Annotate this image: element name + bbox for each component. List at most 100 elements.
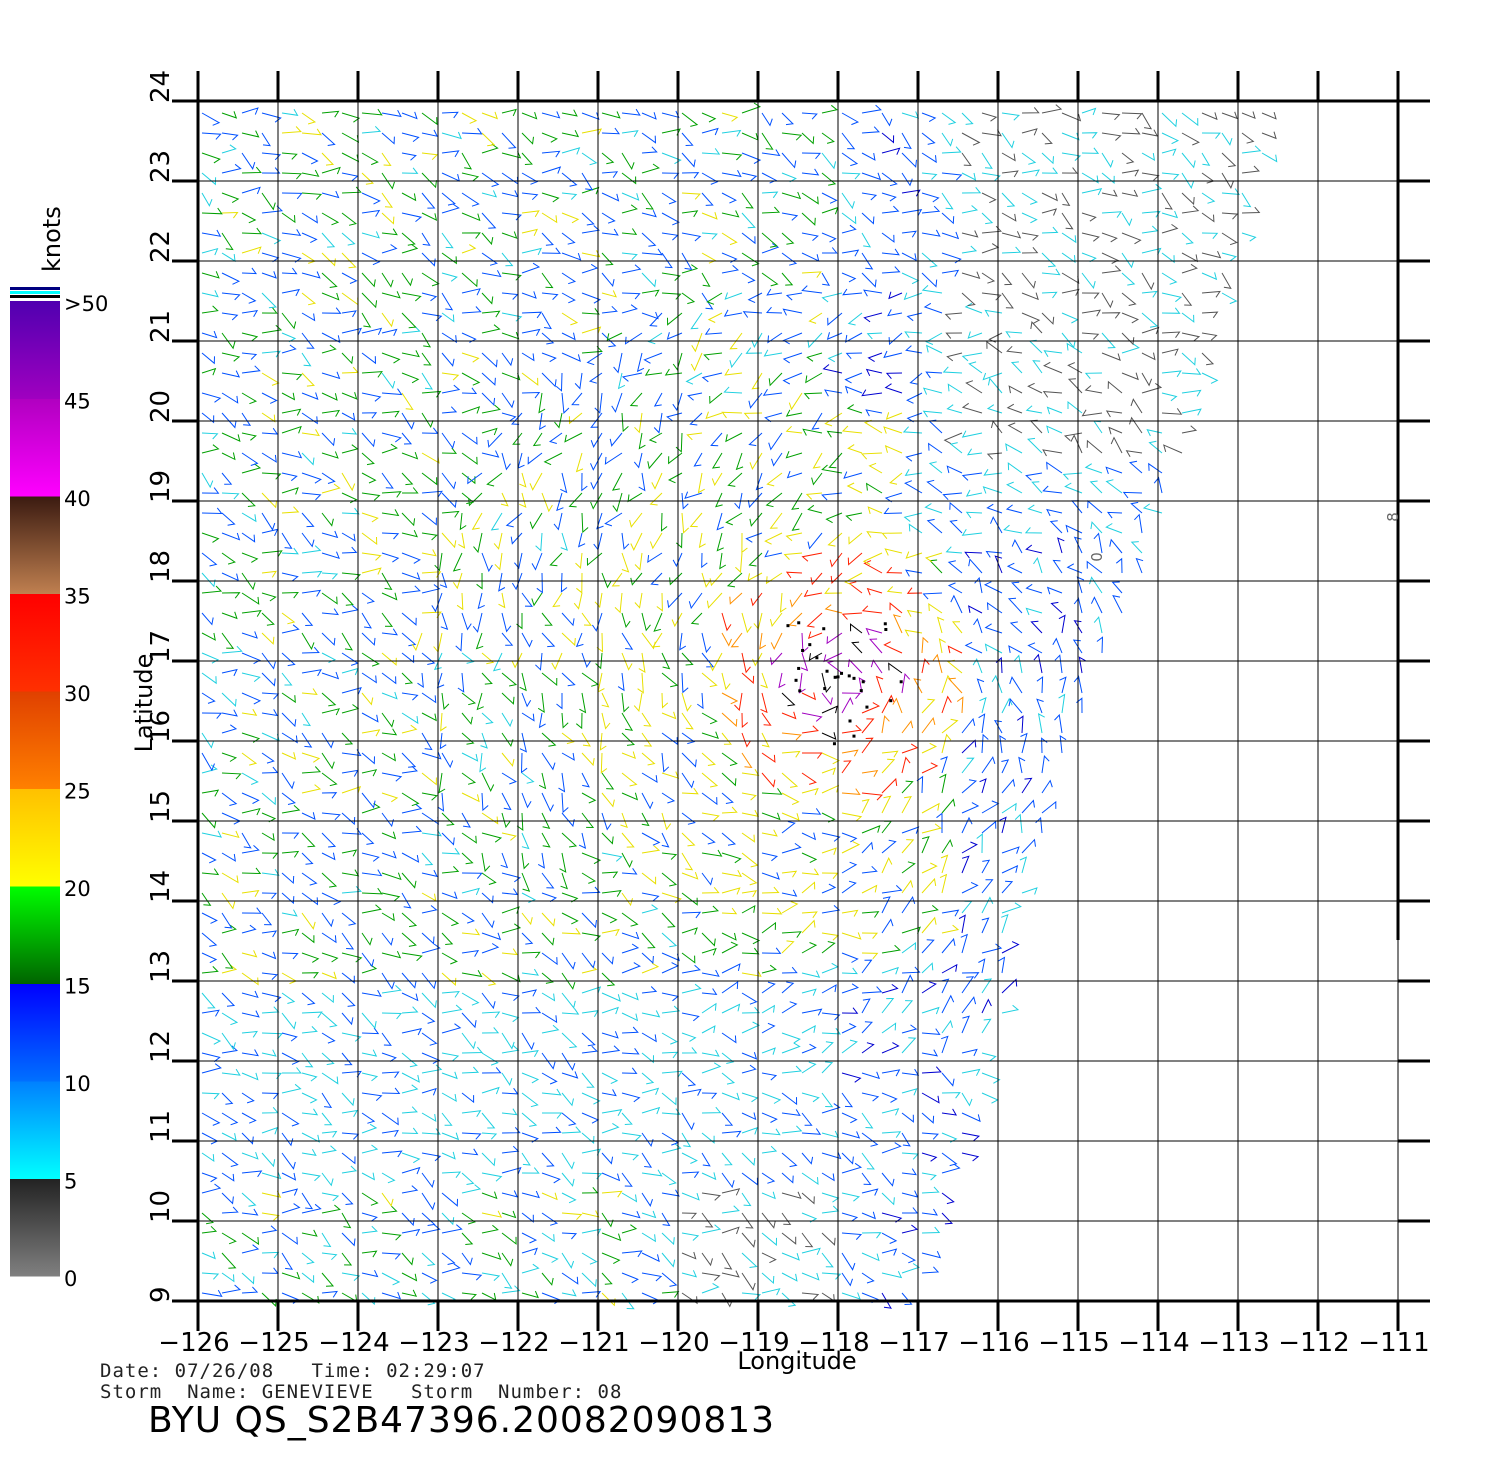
wind-vector — [764, 532, 783, 545]
wind-vector — [998, 956, 1006, 974]
wind-vector — [901, 796, 912, 814]
wind-vector — [581, 1032, 596, 1047]
wind-vector — [612, 492, 623, 513]
wind-vector — [501, 888, 519, 896]
wind-vector — [321, 1232, 332, 1248]
colorbar-label: 15 — [64, 975, 91, 999]
wind-vector — [938, 638, 946, 654]
wind-vector — [221, 709, 238, 717]
wind-vector — [521, 352, 535, 362]
wind-vector — [1058, 614, 1066, 634]
wind-vector — [710, 432, 723, 447]
wind-vector — [201, 552, 218, 567]
wind-vector — [781, 212, 799, 221]
wind-vector — [498, 572, 506, 592]
wind-vector — [761, 1047, 776, 1055]
wind-vector — [581, 772, 590, 788]
wind-vector — [521, 1190, 540, 1199]
wind-vector — [941, 1072, 955, 1087]
wind-vector — [281, 772, 295, 790]
wind-vector — [241, 492, 256, 507]
wind-vector — [221, 611, 238, 620]
wind-vector — [321, 483, 341, 494]
wind-vector — [241, 212, 257, 224]
wind-vector — [601, 272, 615, 288]
wind-vector — [841, 272, 857, 283]
wind-vector — [681, 1012, 700, 1022]
wind-vector — [847, 312, 863, 326]
wind-vector — [241, 1151, 259, 1160]
wind-vector — [885, 412, 903, 420]
wind-vector — [481, 324, 501, 334]
wind-vector — [1101, 252, 1120, 264]
wind-vector — [461, 306, 482, 314]
wind-vector — [981, 998, 992, 1014]
wind-vector — [785, 425, 803, 434]
wind-vector — [964, 641, 983, 654]
wind-vector — [1001, 272, 1013, 286]
wind-vector — [561, 952, 576, 970]
storm-name-line: Storm Name: GENEVIEVE Storm Number: 08 — [100, 1381, 623, 1403]
wind-vector — [841, 749, 859, 757]
x-axis-title: Longitude — [737, 1347, 856, 1375]
wind-vector — [766, 288, 783, 296]
wind-vector — [1009, 676, 1023, 694]
wind-vector — [921, 1186, 940, 1194]
wind-vector — [501, 412, 517, 422]
wind-vector — [961, 292, 976, 307]
wind-vector — [1121, 372, 1139, 381]
wind-vector — [865, 627, 883, 636]
wind-vector — [661, 852, 678, 860]
wind-vector — [788, 612, 803, 627]
wind-vector — [661, 832, 670, 848]
wind-vector — [881, 885, 903, 894]
wind-vector — [681, 1251, 697, 1260]
wind-vector — [361, 1123, 378, 1134]
wind-vector — [461, 949, 480, 957]
wind-vector — [697, 472, 705, 494]
wind-vector — [1221, 188, 1240, 195]
wind-vector — [341, 592, 354, 606]
wind-vector — [261, 672, 276, 687]
wind-vector — [281, 692, 296, 704]
wind-vector — [861, 841, 874, 854]
wind-vector — [901, 780, 914, 794]
wind-vector — [321, 1172, 334, 1187]
wind-vector — [941, 192, 954, 210]
wind-vector — [401, 765, 418, 774]
wind-vector — [281, 672, 293, 686]
wind-vector — [821, 1272, 842, 1280]
wind-vector — [716, 532, 724, 552]
wind-vector — [821, 1041, 834, 1054]
wind-vector — [1027, 382, 1043, 394]
wind-vector — [541, 1252, 559, 1263]
wind-vector — [768, 372, 783, 387]
wind-vector — [1141, 290, 1158, 298]
wind-vector — [561, 832, 578, 848]
wind-vector — [866, 587, 883, 596]
wind-vector — [531, 592, 543, 607]
wind-vector — [461, 232, 481, 239]
wind-vector — [281, 872, 295, 885]
wind-vector — [321, 252, 336, 267]
wind-vector — [761, 232, 779, 248]
wind-vector — [301, 766, 322, 774]
wind-vector — [281, 612, 296, 625]
wind-vector — [1032, 360, 1043, 374]
wind-vector — [761, 886, 780, 894]
wind-vector — [241, 166, 262, 174]
wind-vector — [1084, 463, 1103, 474]
wind-vector — [560, 572, 568, 593]
wind-vector — [594, 392, 603, 414]
wind-vector — [667, 592, 683, 609]
wind-vector — [1036, 698, 1044, 714]
wind-vector — [321, 166, 341, 175]
wind-vector — [461, 992, 480, 1006]
wind-vector — [501, 612, 512, 633]
wind-vector — [1041, 291, 1058, 299]
wind-vector — [521, 989, 538, 997]
wind-vector — [361, 272, 376, 288]
wind-vector — [241, 552, 259, 563]
wind-vector — [401, 972, 417, 989]
